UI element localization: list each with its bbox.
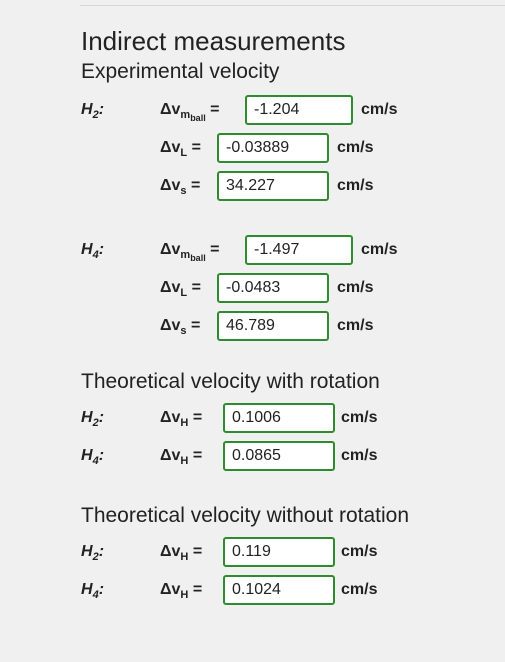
exp-h2-l-field[interactable] <box>217 133 329 163</box>
unit-label: cm/s <box>337 317 374 334</box>
exp-h4-l-field[interactable] <box>217 273 329 303</box>
rot-h4-row: H4: ΔvH = cm/s <box>81 438 501 476</box>
height-label-h2: H2: <box>81 101 105 122</box>
delta-v-l-label: ΔvL = <box>160 279 201 300</box>
theoretical-without-rotation-title: Theoretical velocity without rotation <box>81 504 409 527</box>
delta-v-s-label: Δvs = <box>160 317 201 338</box>
delta-v-h-label: ΔvH = <box>160 543 203 564</box>
exp-h4-mball-field[interactable] <box>245 235 353 265</box>
height-label-h2: H2: <box>81 409 105 430</box>
unit-label: cm/s <box>341 581 378 598</box>
exp-h4-mball-row: H4: Δvmball = cm/s <box>81 232 501 270</box>
unit-label: cm/s <box>341 409 378 426</box>
delta-v-l-label: ΔvL = <box>160 139 201 160</box>
height-label-h4: H4: <box>81 581 105 602</box>
delta-v-h-label: ΔvH = <box>160 447 203 468</box>
norot-h4-row: H4: ΔvH = cm/s <box>81 572 501 610</box>
delta-v-h-label: ΔvH = <box>160 581 203 602</box>
height-label-h4: H4: <box>81 447 105 468</box>
exp-h2-mball-field[interactable] <box>245 95 353 125</box>
page-title: Indirect measurements <box>81 26 346 56</box>
indirect-measurements-panel: Indirect measurements Experimental veloc… <box>81 24 501 610</box>
exp-h4-s-row: Δvs = cm/s <box>81 308 501 346</box>
unit-label: cm/s <box>361 241 398 258</box>
rot-h2-field[interactable] <box>223 403 335 433</box>
delta-v-h-label: ΔvH = <box>160 409 203 430</box>
unit-label: cm/s <box>361 101 398 118</box>
unit-label: cm/s <box>341 543 378 560</box>
norot-h4-field[interactable] <box>223 575 335 605</box>
height-label-h2: H2: <box>81 543 105 564</box>
top-divider <box>80 5 505 6</box>
norot-h2-field[interactable] <box>223 537 335 567</box>
exp-h2-s-field[interactable] <box>217 171 329 201</box>
exp-h2-mball-row: H2: Δvmball = cm/s <box>81 92 501 130</box>
exp-h2-s-row: Δvs = cm/s <box>81 168 501 206</box>
unit-label: cm/s <box>337 139 374 156</box>
theoretical-with-rotation-title: Theoretical velocity with rotation <box>81 370 380 393</box>
norot-h2-row: H2: ΔvH = cm/s <box>81 534 501 572</box>
exp-h2-l-row: ΔvL = cm/s <box>81 130 501 168</box>
height-label-h4: H4: <box>81 241 105 262</box>
delta-v-mball-label: Δvmball = <box>160 241 220 264</box>
unit-label: cm/s <box>337 279 374 296</box>
rot-h4-field[interactable] <box>223 441 335 471</box>
delta-v-mball-label: Δvmball = <box>160 101 220 124</box>
unit-label: cm/s <box>341 447 378 464</box>
unit-label: cm/s <box>337 177 374 194</box>
exp-h4-s-field[interactable] <box>217 311 329 341</box>
exp-h4-l-row: ΔvL = cm/s <box>81 270 501 308</box>
experimental-velocity-title: Experimental velocity <box>81 60 280 83</box>
delta-v-s-label: Δvs = <box>160 177 201 198</box>
rot-h2-row: H2: ΔvH = cm/s <box>81 400 501 438</box>
